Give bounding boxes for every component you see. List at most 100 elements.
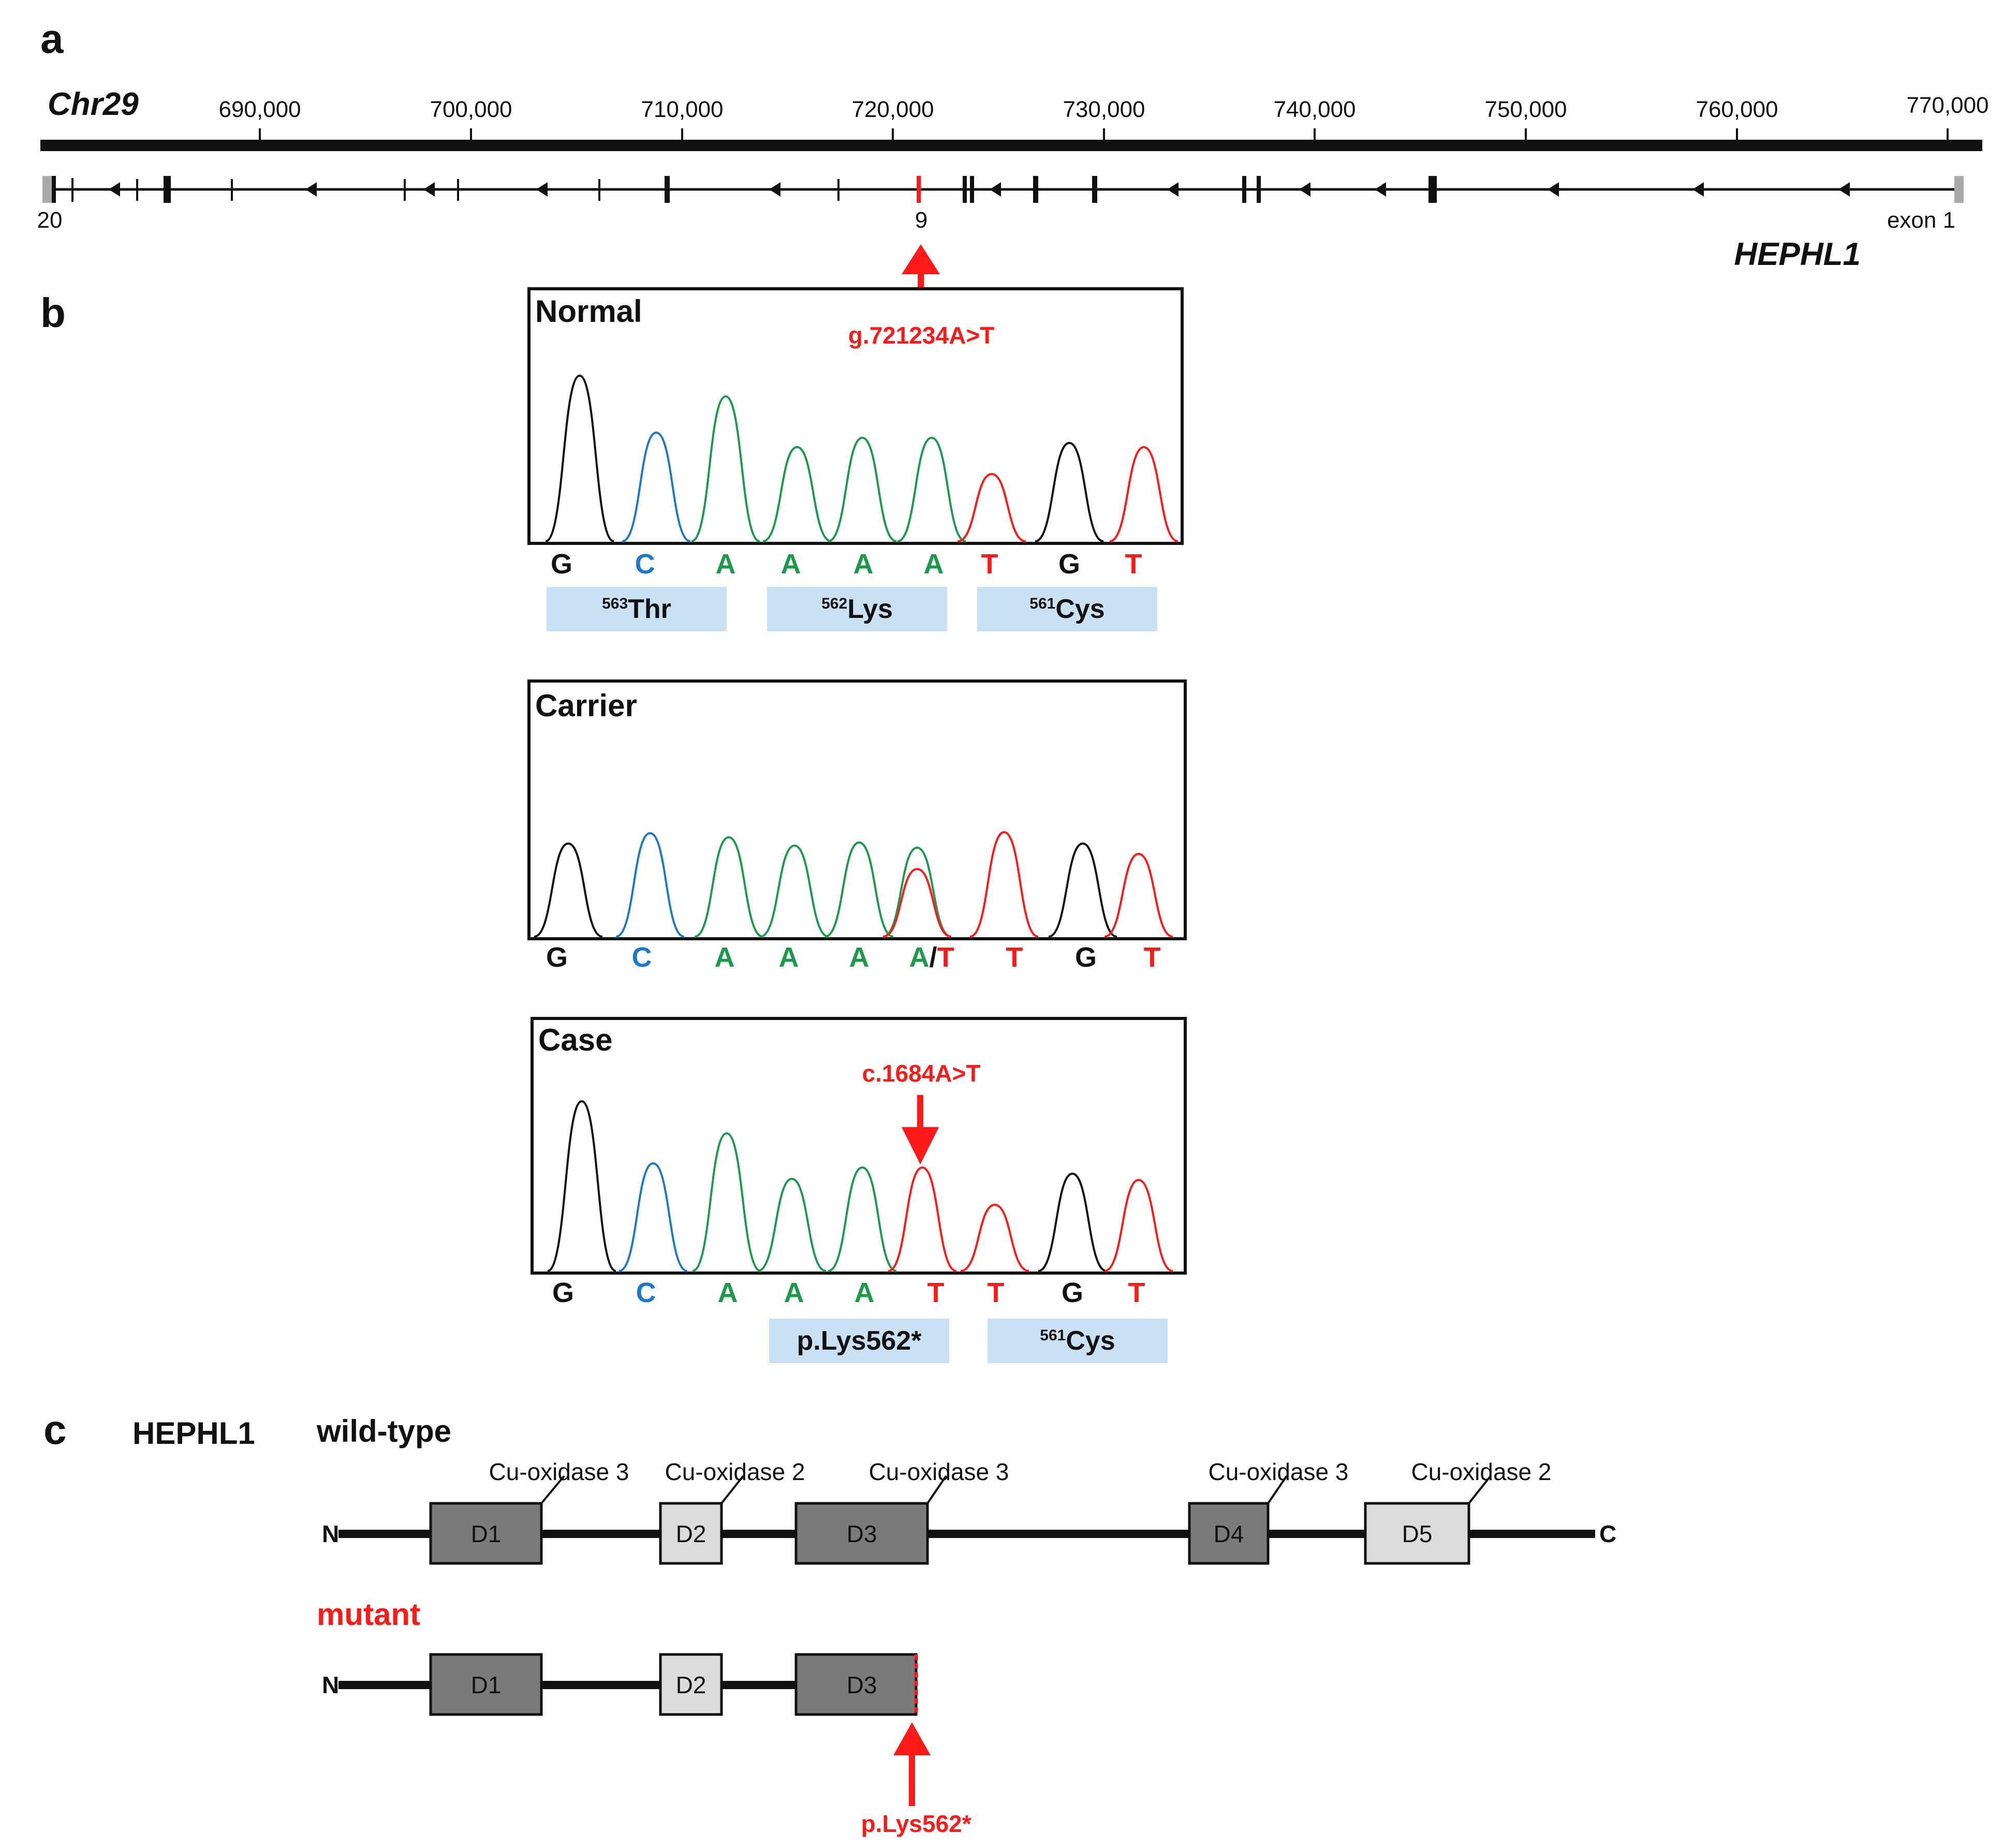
base-call: A bbox=[849, 942, 870, 973]
base-call: T bbox=[1128, 1277, 1145, 1308]
chromatogram-peaks-case bbox=[547, 1100, 1173, 1272]
cdna-variant-label: c.1684A>T bbox=[862, 1060, 981, 1087]
codon-box bbox=[769, 1319, 949, 1363]
codon-label: 561Cys bbox=[1040, 1326, 1115, 1356]
base-call: G bbox=[551, 549, 572, 580]
chromatogram-peaks-carrier bbox=[534, 831, 1173, 938]
domain-label: D4 bbox=[1214, 1520, 1244, 1547]
chromatogram-peak bbox=[534, 842, 603, 938]
chromatogram-peak-secondary bbox=[882, 868, 952, 938]
codon-box bbox=[547, 587, 727, 631]
axis-tick-labels: 690,000 700,000 710,000 720,000 730,000 … bbox=[218, 93, 1989, 122]
chromatogram-peak bbox=[622, 431, 691, 542]
codon-labels-case: p.Lys562* 561Cys bbox=[769, 1319, 1168, 1363]
chromatogram-peak bbox=[615, 832, 685, 938]
stop-arrow bbox=[893, 1722, 931, 1806]
tick-label: 760,000 bbox=[1696, 97, 1778, 122]
base-call: A bbox=[853, 549, 874, 580]
domain-label: D1 bbox=[471, 1520, 502, 1547]
chromatogram-peak bbox=[824, 841, 894, 938]
chromatogram-peak bbox=[547, 1100, 616, 1272]
base-call: T bbox=[988, 1277, 1005, 1308]
domain-annotation: Cu-oxidase 2 bbox=[1411, 1458, 1551, 1485]
base-call: A bbox=[718, 1277, 738, 1308]
chromosome-bar bbox=[40, 140, 1982, 151]
domain-label: D2 bbox=[676, 1520, 706, 1547]
base-call: A bbox=[855, 1277, 875, 1308]
mutant-n-term: N bbox=[322, 1672, 339, 1698]
tick-label: 690,000 bbox=[218, 97, 301, 122]
mutant-domain-d1 bbox=[429, 1653, 543, 1716]
chromatogram-peak bbox=[1038, 1172, 1107, 1272]
chromatogram-title-carrier: Carrier bbox=[535, 688, 637, 723]
base-call: T bbox=[1125, 549, 1142, 580]
codon-box bbox=[767, 587, 947, 631]
chromatogram-peak bbox=[757, 1177, 827, 1272]
domain-label: D5 bbox=[1402, 1520, 1433, 1547]
base-call: A/T bbox=[909, 942, 954, 973]
chromatogram-peak bbox=[897, 436, 966, 542]
chromatogram-peak bbox=[1035, 441, 1104, 542]
chromatogram-frame-carrier bbox=[527, 679, 1187, 940]
domain-annotation: Cu-oxidase 3 bbox=[1208, 1458, 1348, 1485]
mutant-label: mutant bbox=[317, 1597, 420, 1632]
domain-label: D3 bbox=[847, 1672, 877, 1698]
chromatogram-peak bbox=[969, 831, 1039, 938]
chromatogram-peak bbox=[1109, 446, 1179, 542]
chromatogram-peak bbox=[828, 436, 897, 542]
codon-label: 563Thr bbox=[602, 594, 671, 624]
axis-ticks bbox=[259, 128, 1949, 140]
chromatogram-peak bbox=[694, 836, 763, 938]
chromatogram-peak bbox=[1048, 842, 1117, 938]
domain-annotation: Cu-oxidase 2 bbox=[665, 1458, 805, 1485]
base-call: A bbox=[779, 942, 799, 973]
base-call: T bbox=[927, 1277, 945, 1308]
base-call: C bbox=[632, 942, 652, 973]
mutant-domain-d3 bbox=[794, 1653, 918, 1716]
domain-d5 bbox=[1364, 1502, 1470, 1565]
chromatogram-peak bbox=[1104, 852, 1173, 938]
codon-label: p.Lys562* bbox=[797, 1326, 922, 1356]
chromosome-label: Chr29 bbox=[48, 86, 139, 122]
base-call: G bbox=[552, 1277, 574, 1308]
domain-label: D1 bbox=[471, 1672, 502, 1698]
chromatogram-frame-case bbox=[531, 1017, 1187, 1275]
tick-label: 740,000 bbox=[1273, 97, 1356, 122]
base-call: G bbox=[1058, 549, 1080, 580]
chromatogram-peak bbox=[960, 1203, 1029, 1272]
base-call: G bbox=[1062, 1277, 1083, 1308]
base-call: A bbox=[715, 942, 735, 973]
stop-label: p.Lys562* bbox=[861, 1810, 971, 1837]
tick-label: 730,000 bbox=[1063, 97, 1145, 122]
domain-annotation: Cu-oxidase 3 bbox=[868, 1458, 1009, 1485]
chromatogram-peak bbox=[545, 374, 614, 542]
domain-d3 bbox=[794, 1502, 929, 1565]
chromatogram-peak bbox=[618, 1162, 688, 1272]
base-call: T bbox=[1144, 942, 1161, 973]
base-call: G bbox=[1075, 942, 1097, 973]
codon-labels-normal: 563Thr 562Lys 561Cys bbox=[547, 587, 1157, 631]
cdna-variant-arrow bbox=[902, 1095, 939, 1164]
base-call: C bbox=[636, 1277, 656, 1308]
domain-d2 bbox=[659, 1502, 723, 1565]
domain-label: D3 bbox=[847, 1520, 877, 1547]
base-call: T bbox=[1006, 942, 1023, 973]
chromatogram-title-normal: Normal bbox=[535, 294, 642, 329]
exon-label-1: exon 1 bbox=[1887, 208, 1955, 233]
chromatogram-peak bbox=[1104, 1178, 1173, 1272]
tick-label: 750,000 bbox=[1484, 97, 1567, 122]
mutant-domain-d2 bbox=[659, 1653, 723, 1716]
codon-box bbox=[988, 1319, 1168, 1363]
tick-label: 700,000 bbox=[430, 97, 512, 122]
panel-label-b: b bbox=[40, 290, 66, 336]
gene-model bbox=[42, 176, 1964, 203]
base-call: A bbox=[716, 549, 736, 580]
gene-name: HEPHL1 bbox=[1734, 236, 1861, 272]
codon-label: 562Lys bbox=[821, 594, 893, 624]
base-call: A bbox=[781, 549, 801, 580]
codon-box bbox=[977, 587, 1157, 631]
genomic-variant-label: g.721234A>T bbox=[848, 322, 995, 349]
wildtype-n-term: N bbox=[322, 1520, 339, 1547]
